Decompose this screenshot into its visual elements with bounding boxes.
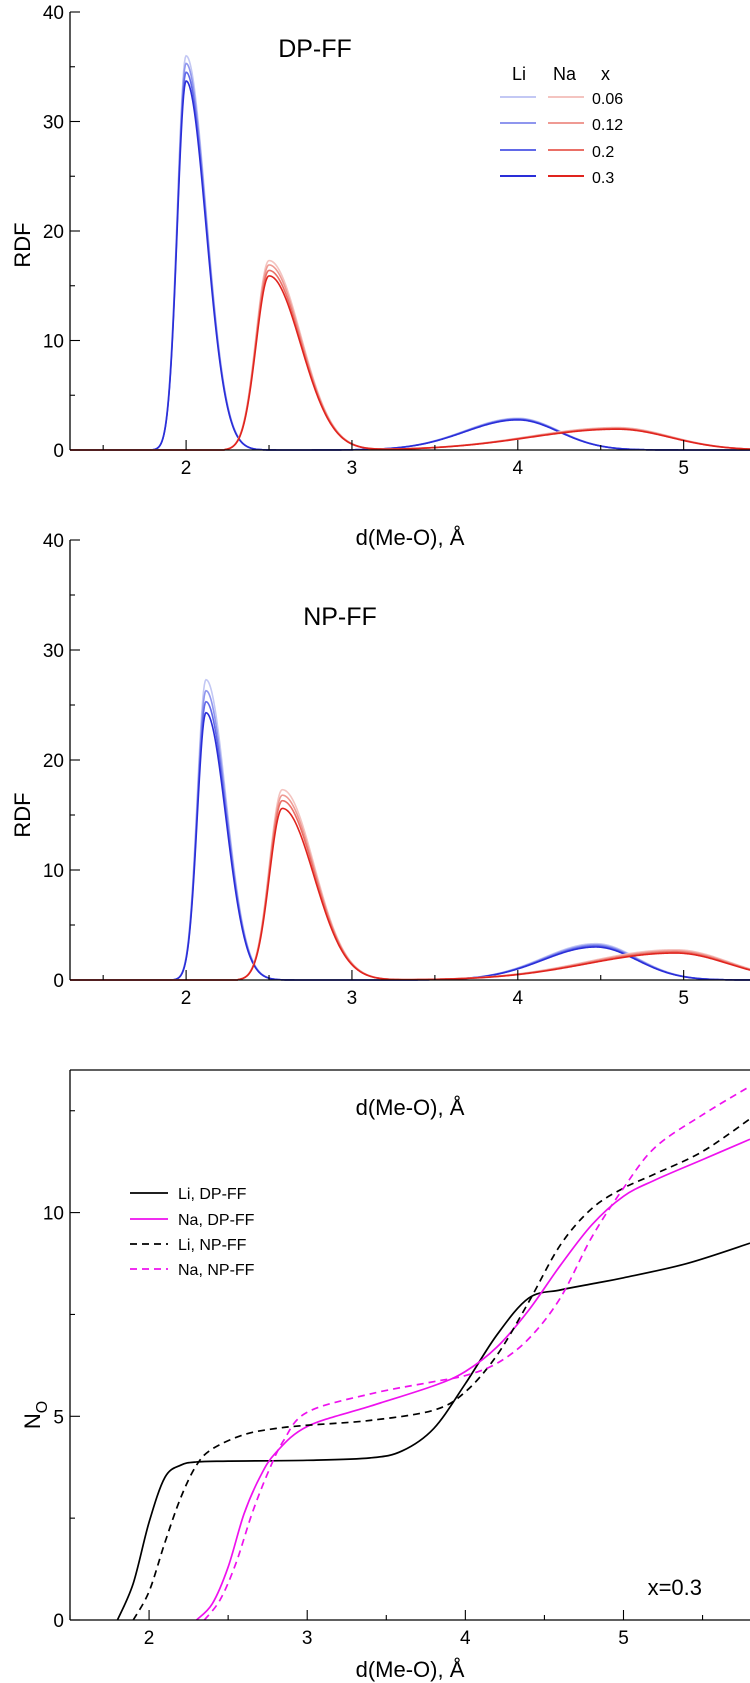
y-tick-label: 5 [53, 1407, 64, 1428]
rdf-panel-dp-ff: 2 3 4 5 0 10 20 30 40 DP-FF d(Me-O), Å RDF Li Na… [10, 3, 750, 550]
legend-header-x: x [601, 64, 610, 84]
coordination-curves [116, 1085, 750, 1621]
y-tick-label: 0 [53, 971, 64, 992]
legend-li-na-x: Li Na x 0.06 0.12 0.2 0.3 [500, 64, 623, 187]
legend-na-dp-ff: Na, DP-FF [178, 1212, 255, 1229]
legend-entry-0-06: 0.06 [592, 91, 623, 108]
y-tick-label: 0 [53, 441, 64, 462]
axes-np-ff: 2 3 4 5 0 10 20 30 40 [43, 531, 750, 1009]
legend-coordination: Li, DP-FF Na, DP-FF Li, NP-FF Na, NP-FF [130, 1186, 255, 1279]
legend-swatches [500, 96, 584, 177]
legend-header-na: Na [553, 64, 577, 84]
coordination-series-na-dp-ff [195, 1138, 750, 1621]
x-tick-label: 3 [347, 988, 358, 1009]
y-tick-label: 30 [43, 641, 64, 662]
rdf-series-li-x-0-12 [70, 689, 750, 981]
axes-coordination: 2 3 4 5 0 5 10 [43, 1069, 750, 1649]
panel-title-dp-ff: DP-FF [278, 35, 352, 63]
y-label-main: N [20, 1413, 45, 1429]
x-tick-label: 2 [144, 1628, 155, 1649]
x-tick-label: 5 [618, 1628, 629, 1649]
rdf-series-li-x-0-3 [70, 79, 750, 451]
coordination-series-na-np-ff [203, 1085, 750, 1621]
y-tick-label: 30 [43, 113, 64, 134]
rdf-series-li-x-0-2 [70, 71, 750, 451]
x-tick-label: 2 [181, 458, 192, 479]
y-label-subscript: O [34, 1401, 51, 1413]
rdf-series-li-x-0-06 [70, 678, 750, 981]
x-tick-label: 2 [181, 988, 192, 1009]
legend-entry-0-3: 0.3 [592, 170, 614, 187]
x-axis-label-dp-ff: d(Me-O), Å [356, 525, 465, 550]
rdf-series-li-x-0-2 [70, 700, 750, 981]
legend-entry-0-2: 0.2 [592, 144, 614, 161]
legend-na-np-ff: Na, NP-FF [178, 1262, 255, 1279]
x-tick-label: 5 [678, 988, 689, 1009]
annotation-x-0-3: x=0.3 [648, 1575, 702, 1600]
axes-dp-ff: 2 3 4 5 0 10 20 30 40 [43, 3, 750, 479]
y-axis-label-coordination: NO [20, 1401, 51, 1429]
rdf-panel-np-ff: 2 3 4 5 0 10 20 30 40 NP-FF d(Me-O), Å RDF [10, 531, 750, 1120]
x-tick-label: 4 [513, 458, 524, 479]
rdf-curves-np-ff [70, 678, 750, 981]
legend-header-li: Li [512, 64, 526, 84]
rdf-curves-dp-ff [70, 54, 750, 451]
rdf-series-na-x-0-3 [70, 275, 750, 451]
x-axis-label-coordination: d(Me-O), Å [356, 1657, 465, 1682]
svg-text:NO: NO [20, 1401, 51, 1429]
y-tick-label: 20 [43, 751, 64, 772]
legend-li-np-ff: Li, NP-FF [178, 1237, 247, 1254]
x-tick-label: 5 [678, 458, 689, 479]
rdf-series-li-x-0-3 [70, 711, 750, 981]
rdf-series-li-x-0-12 [70, 62, 750, 451]
y-tick-label: 10 [43, 332, 64, 353]
y-axis-label-np-ff: RDF [10, 792, 35, 837]
legend-coordination-swatches [130, 1192, 168, 1270]
x-tick-label: 4 [460, 1628, 471, 1649]
coordination-series-li-np-ff [132, 1118, 750, 1621]
legend-entry-0-12: 0.12 [592, 117, 623, 134]
y-axis-label-dp-ff: RDF [10, 222, 35, 267]
x-tick-label: 3 [347, 458, 358, 479]
plot-frame [70, 12, 750, 485]
legend-li-dp-ff: Li, DP-FF [178, 1186, 247, 1203]
coordination-number-panel: 2 3 4 5 0 5 10 d(Me-O), Å NO x=0.3 Li, DP-FF N… [20, 1069, 750, 1682]
coordination-series-li-dp-ff [116, 1242, 750, 1621]
y-tick-label: 40 [43, 3, 64, 24]
y-tick-label: 40 [43, 531, 64, 552]
x-axis-label-np-ff: d(Me-O), Å [356, 1095, 465, 1120]
y-tick-label: 0 [53, 1611, 64, 1632]
panel-title-np-ff: NP-FF [303, 603, 377, 631]
rdf-series-na-x-0-2 [70, 799, 750, 981]
x-tick-label: 3 [302, 1628, 313, 1649]
y-tick-label: 10 [43, 861, 64, 882]
y-tick-label: 20 [43, 222, 64, 243]
x-tick-label: 4 [513, 988, 524, 1009]
rdf-series-na-x-0-12 [70, 794, 750, 981]
rdf-series-na-x-0-3 [70, 807, 750, 981]
rdf-series-li-x-0-06 [70, 54, 750, 451]
y-tick-label: 10 [43, 1204, 64, 1225]
